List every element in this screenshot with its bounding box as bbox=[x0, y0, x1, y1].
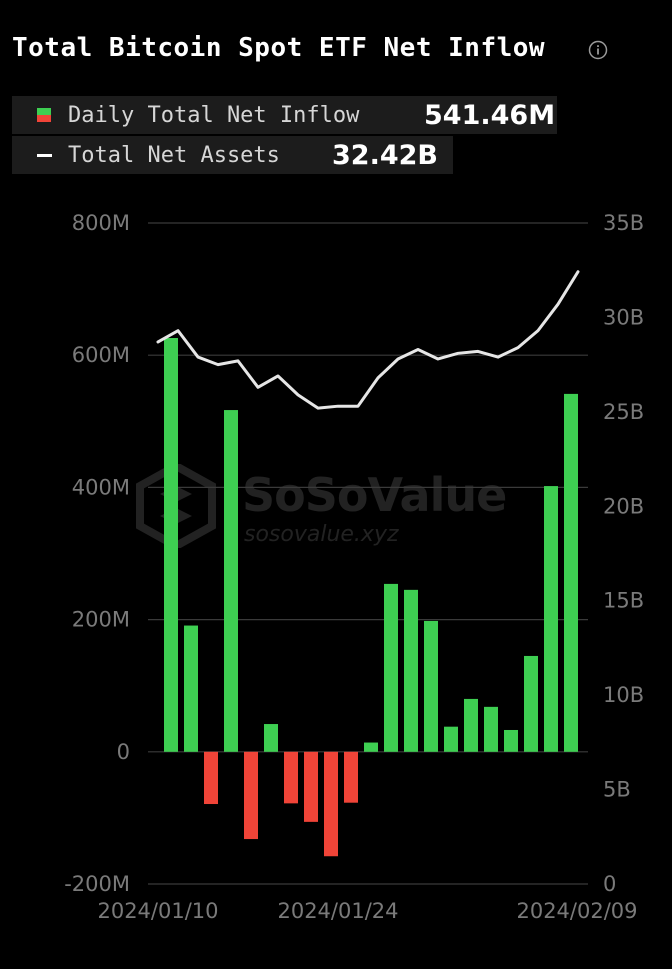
y-left-tick-label: 600M bbox=[72, 343, 130, 367]
y-right-tick-label: 35B bbox=[603, 211, 644, 235]
x-tick-label: 2024/01/10 bbox=[97, 899, 218, 923]
bar bbox=[464, 698, 478, 752]
legend-assets[interactable]: Total Net Assets 32.42B bbox=[12, 136, 453, 174]
y-left-tick-label: 800M bbox=[72, 211, 130, 235]
bar bbox=[344, 751, 358, 803]
x-tick-label: 2024/01/24 bbox=[277, 899, 398, 923]
chart-title: Total Bitcoin Spot ETF Net Inflow bbox=[12, 33, 546, 63]
bar bbox=[324, 751, 338, 857]
y-right-tick-label: 30B bbox=[603, 305, 644, 329]
y-right-tick-label: 25B bbox=[603, 400, 644, 424]
y-left-tick-label: 200M bbox=[72, 608, 130, 632]
bar bbox=[284, 751, 298, 804]
bar bbox=[264, 724, 278, 752]
bar bbox=[524, 655, 538, 752]
inflow-swatch-icon bbox=[37, 108, 51, 122]
bar bbox=[504, 729, 518, 752]
bar bbox=[184, 625, 198, 752]
legend-assets-value: 32.42B bbox=[332, 139, 438, 171]
bar bbox=[444, 726, 458, 752]
legend-assets-label: Total Net Assets bbox=[68, 142, 280, 168]
watermark-url: sosovalue.xyz bbox=[244, 522, 399, 547]
y-right-tick-label: 0 bbox=[603, 872, 616, 896]
bar bbox=[244, 751, 258, 840]
legend-inflow[interactable]: Daily Total Net Inflow 541.46M bbox=[12, 96, 557, 134]
y-left-tick-label: 0 bbox=[117, 740, 130, 764]
total-net-assets-line bbox=[156, 270, 580, 410]
bar bbox=[404, 589, 418, 752]
bar bbox=[484, 706, 498, 752]
x-tick-label: 2024/02/09 bbox=[516, 899, 637, 923]
bar bbox=[424, 620, 438, 752]
bar bbox=[384, 583, 398, 752]
y-right-tick-label: 5B bbox=[603, 778, 631, 802]
y-right-tick-label: 15B bbox=[603, 589, 644, 613]
y-left-tick-label: -200M bbox=[64, 872, 130, 896]
bar bbox=[224, 410, 238, 752]
assets-line-icon bbox=[37, 153, 52, 157]
bar bbox=[164, 338, 178, 752]
bar bbox=[304, 751, 318, 822]
info-icon[interactable] bbox=[588, 40, 608, 60]
legend-inflow-value: 541.46M bbox=[424, 99, 556, 131]
bar bbox=[204, 751, 218, 805]
legend-inflow-label: Daily Total Net Inflow bbox=[68, 102, 360, 128]
watermark-name: SoSoValue bbox=[242, 468, 507, 522]
y-right-tick-label: 10B bbox=[603, 683, 644, 707]
y-left-tick-label: 400M bbox=[72, 475, 130, 499]
bar bbox=[364, 742, 378, 752]
bar bbox=[544, 486, 558, 752]
bar bbox=[564, 393, 578, 752]
y-right-tick-label: 20B bbox=[603, 494, 644, 518]
